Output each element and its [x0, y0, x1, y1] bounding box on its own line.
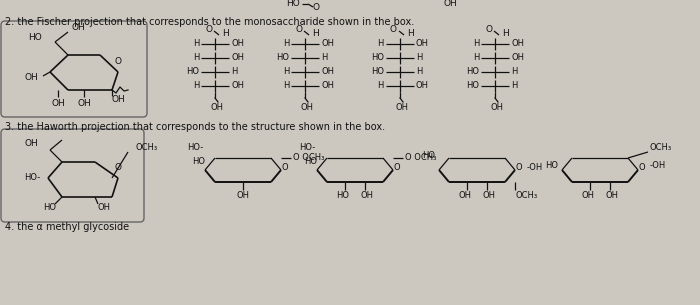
Text: 3. the Haworth projection that corresponds to the structure shown in the box.: 3. the Haworth projection that correspon…	[5, 122, 385, 132]
Text: HO: HO	[337, 191, 349, 199]
Text: H: H	[473, 53, 479, 63]
Text: H: H	[222, 30, 229, 38]
Text: 2. the Fischer projection that corresponds to the monosaccharide shown in the bo: 2. the Fischer projection that correspon…	[5, 17, 414, 27]
Text: OH: OH	[491, 102, 503, 112]
Text: O: O	[115, 163, 122, 173]
Text: H: H	[377, 81, 384, 91]
Text: HO: HO	[192, 157, 205, 167]
Text: HO-: HO-	[24, 174, 40, 182]
Text: HO: HO	[466, 67, 479, 77]
Text: O OCH₃: O OCH₃	[293, 153, 324, 163]
Text: OH: OH	[231, 81, 244, 91]
Text: OH: OH	[443, 0, 457, 9]
Text: HO: HO	[43, 203, 57, 211]
Text: OH: OH	[97, 203, 111, 211]
Text: O: O	[205, 26, 212, 34]
Text: OH: OH	[482, 191, 496, 199]
Text: OH: OH	[582, 191, 594, 199]
Text: HO: HO	[186, 67, 199, 77]
Text: O: O	[312, 3, 319, 13]
Text: OH: OH	[511, 40, 524, 48]
Text: HO: HO	[28, 33, 42, 41]
Text: OH: OH	[321, 81, 334, 91]
Text: O: O	[393, 163, 400, 171]
Text: H: H	[283, 67, 289, 77]
Text: O: O	[390, 26, 397, 34]
Text: H: H	[321, 53, 328, 63]
Text: OH: OH	[237, 191, 249, 199]
Text: H: H	[407, 30, 414, 38]
Text: O: O	[638, 163, 645, 171]
Text: OH: OH	[321, 40, 334, 48]
Text: HO: HO	[276, 53, 289, 63]
Text: OH: OH	[231, 53, 244, 63]
Text: OH: OH	[51, 99, 65, 107]
Text: OH: OH	[395, 102, 409, 112]
Text: HO: HO	[286, 0, 300, 9]
Text: OH: OH	[360, 191, 374, 199]
Text: OH: OH	[458, 191, 472, 199]
Text: H: H	[416, 53, 422, 63]
Text: O OCH₃: O OCH₃	[405, 153, 436, 163]
Text: HO: HO	[371, 67, 384, 77]
Text: OH: OH	[416, 40, 429, 48]
Text: O: O	[485, 26, 492, 34]
Text: H: H	[473, 40, 479, 48]
Text: OH: OH	[416, 81, 429, 91]
Text: H: H	[283, 81, 289, 91]
Text: OCH₃: OCH₃	[136, 143, 158, 152]
Text: OH: OH	[25, 74, 38, 82]
Text: OCH₃: OCH₃	[515, 191, 537, 199]
Text: H: H	[416, 67, 422, 77]
Text: HO-: HO-	[187, 143, 203, 152]
Text: OH: OH	[211, 102, 223, 112]
Text: H: H	[231, 67, 237, 77]
Text: HO: HO	[466, 81, 479, 91]
Text: OH: OH	[231, 40, 244, 48]
Text: H: H	[193, 40, 199, 48]
Text: OH: OH	[77, 99, 91, 107]
Text: HO-: HO-	[299, 143, 315, 152]
Text: OH: OH	[111, 95, 125, 103]
Text: H: H	[193, 53, 199, 63]
Text: OH: OH	[606, 191, 619, 199]
Text: O: O	[295, 26, 302, 34]
Text: HO: HO	[371, 53, 384, 63]
Text: H: H	[312, 30, 318, 38]
Text: H: H	[511, 67, 517, 77]
Text: OCH₃: OCH₃	[650, 143, 672, 152]
Text: O: O	[115, 58, 122, 66]
Text: HO: HO	[304, 157, 317, 167]
Text: OH: OH	[511, 53, 524, 63]
Text: OH: OH	[300, 102, 314, 112]
Text: H: H	[193, 81, 199, 91]
FancyBboxPatch shape	[1, 129, 144, 222]
Text: -OH: -OH	[650, 162, 666, 170]
Text: H: H	[377, 40, 384, 48]
Text: 4. the α methyl glycoside: 4. the α methyl glycoside	[5, 222, 129, 232]
Text: H: H	[511, 81, 517, 91]
Text: -OH: -OH	[527, 163, 543, 173]
Text: OH: OH	[25, 139, 38, 149]
Text: HO: HO	[545, 162, 558, 170]
Text: OH: OH	[71, 23, 85, 33]
Text: H: H	[502, 30, 509, 38]
Text: OH: OH	[321, 67, 334, 77]
Text: H: H	[283, 40, 289, 48]
Text: O: O	[516, 163, 522, 171]
Text: HO: HO	[422, 152, 435, 160]
Text: O: O	[281, 163, 288, 171]
FancyBboxPatch shape	[1, 21, 147, 117]
